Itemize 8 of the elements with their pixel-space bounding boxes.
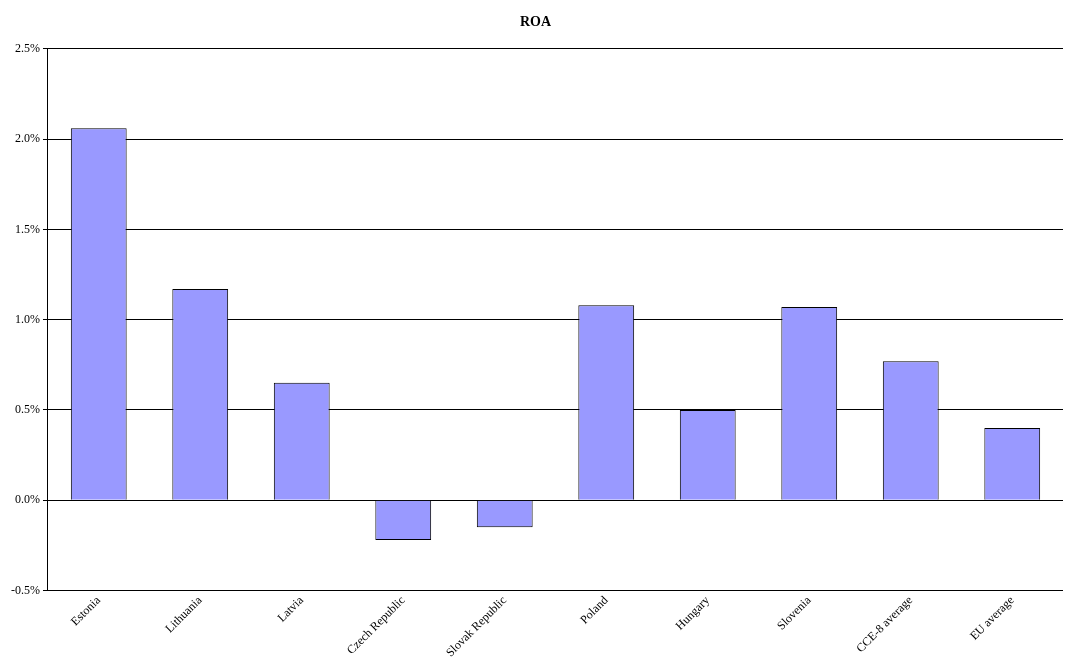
y-tick-label: 2.0% [14,131,40,146]
y-tick-label: 1.0% [14,311,40,326]
chart-title: ROA [519,14,552,30]
y-tick-label: 0.5% [14,402,40,417]
y-tick-label: -0.5% [10,582,40,597]
y-tick-label: 1.5% [14,221,40,236]
y-tick-label: 2.5% [14,40,40,55]
y-tick-label: 0.0% [14,492,40,507]
